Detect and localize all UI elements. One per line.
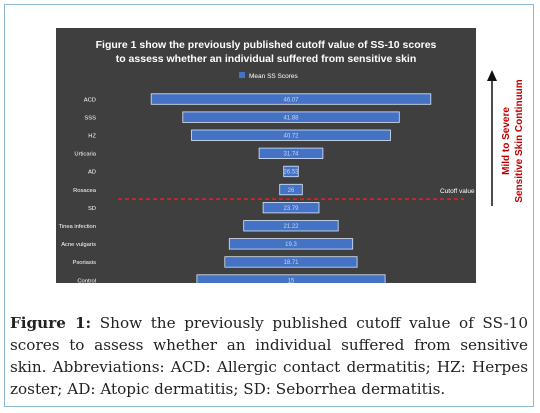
bar-value-label: 26.53 [283,170,299,176]
chart: Figure 1 show the previously published c… [56,28,476,283]
caption-text: Show the previously published cutoff val… [10,314,528,398]
category-label: Tinea infection [59,224,97,230]
figure-caption: Figure 1: Show the previously published … [10,312,528,400]
bar-acne-vulgaris [228,238,354,250]
caption-label: Figure 1: [10,314,92,332]
category-label: Control [77,278,96,283]
category-label: ACD [84,97,96,103]
bar-sss [182,111,400,123]
legend-swatch [239,72,245,78]
category-label: SD [88,206,96,212]
category-label: SSS [84,115,96,121]
category-label: Rosacea [73,188,97,194]
category-label: Urticaria [74,152,96,158]
bar-ad [283,165,299,178]
chart-title-line1: Figure 1 show the previously published c… [96,39,437,51]
category-label: Psoriasis [72,260,96,266]
bar-rosacea [279,183,303,196]
bar-value-label: 26 [288,188,295,194]
legend-label: Mean SS Scores [249,73,299,80]
severity-arrow-panel: Mild to Severe Sensitive Skin Continuum [487,70,525,206]
bar-value-label: 41.88 [283,115,299,121]
severity-label: Mild to Severe [501,107,512,175]
bar-value-label: 19.3 [285,242,297,248]
bar-value-label: 21.22 [283,224,299,230]
bar-value-label: 46.07 [283,97,299,103]
bar-value-label: 31.74 [283,152,299,158]
bar-value-label: 18.71 [283,260,299,266]
bar-value-label: 15 [288,278,295,283]
bar-value-label: 23.79 [283,206,299,212]
figure-frame [4,4,534,407]
bar-urticaria [258,147,324,159]
chart-title-line2: to assess whether an individual suffered… [116,53,417,65]
category-label: HZ [88,134,96,140]
bar-hz [191,129,391,141]
continuum-label: Sensitive Skin Continuum [514,79,525,202]
cutoff-label: Cutoff value 25.5 [440,188,476,195]
severity-arrow-head [487,70,497,81]
bar-sd [262,201,320,214]
bar-control [196,274,386,283]
bar-psoriasis [224,256,358,268]
bar-value-label: 40.72 [283,134,299,140]
bar-acd [150,93,432,105]
category-label: Acne vulgaris [61,242,96,248]
bar-tinea-infection [243,220,339,232]
category-label: AD [88,170,96,176]
